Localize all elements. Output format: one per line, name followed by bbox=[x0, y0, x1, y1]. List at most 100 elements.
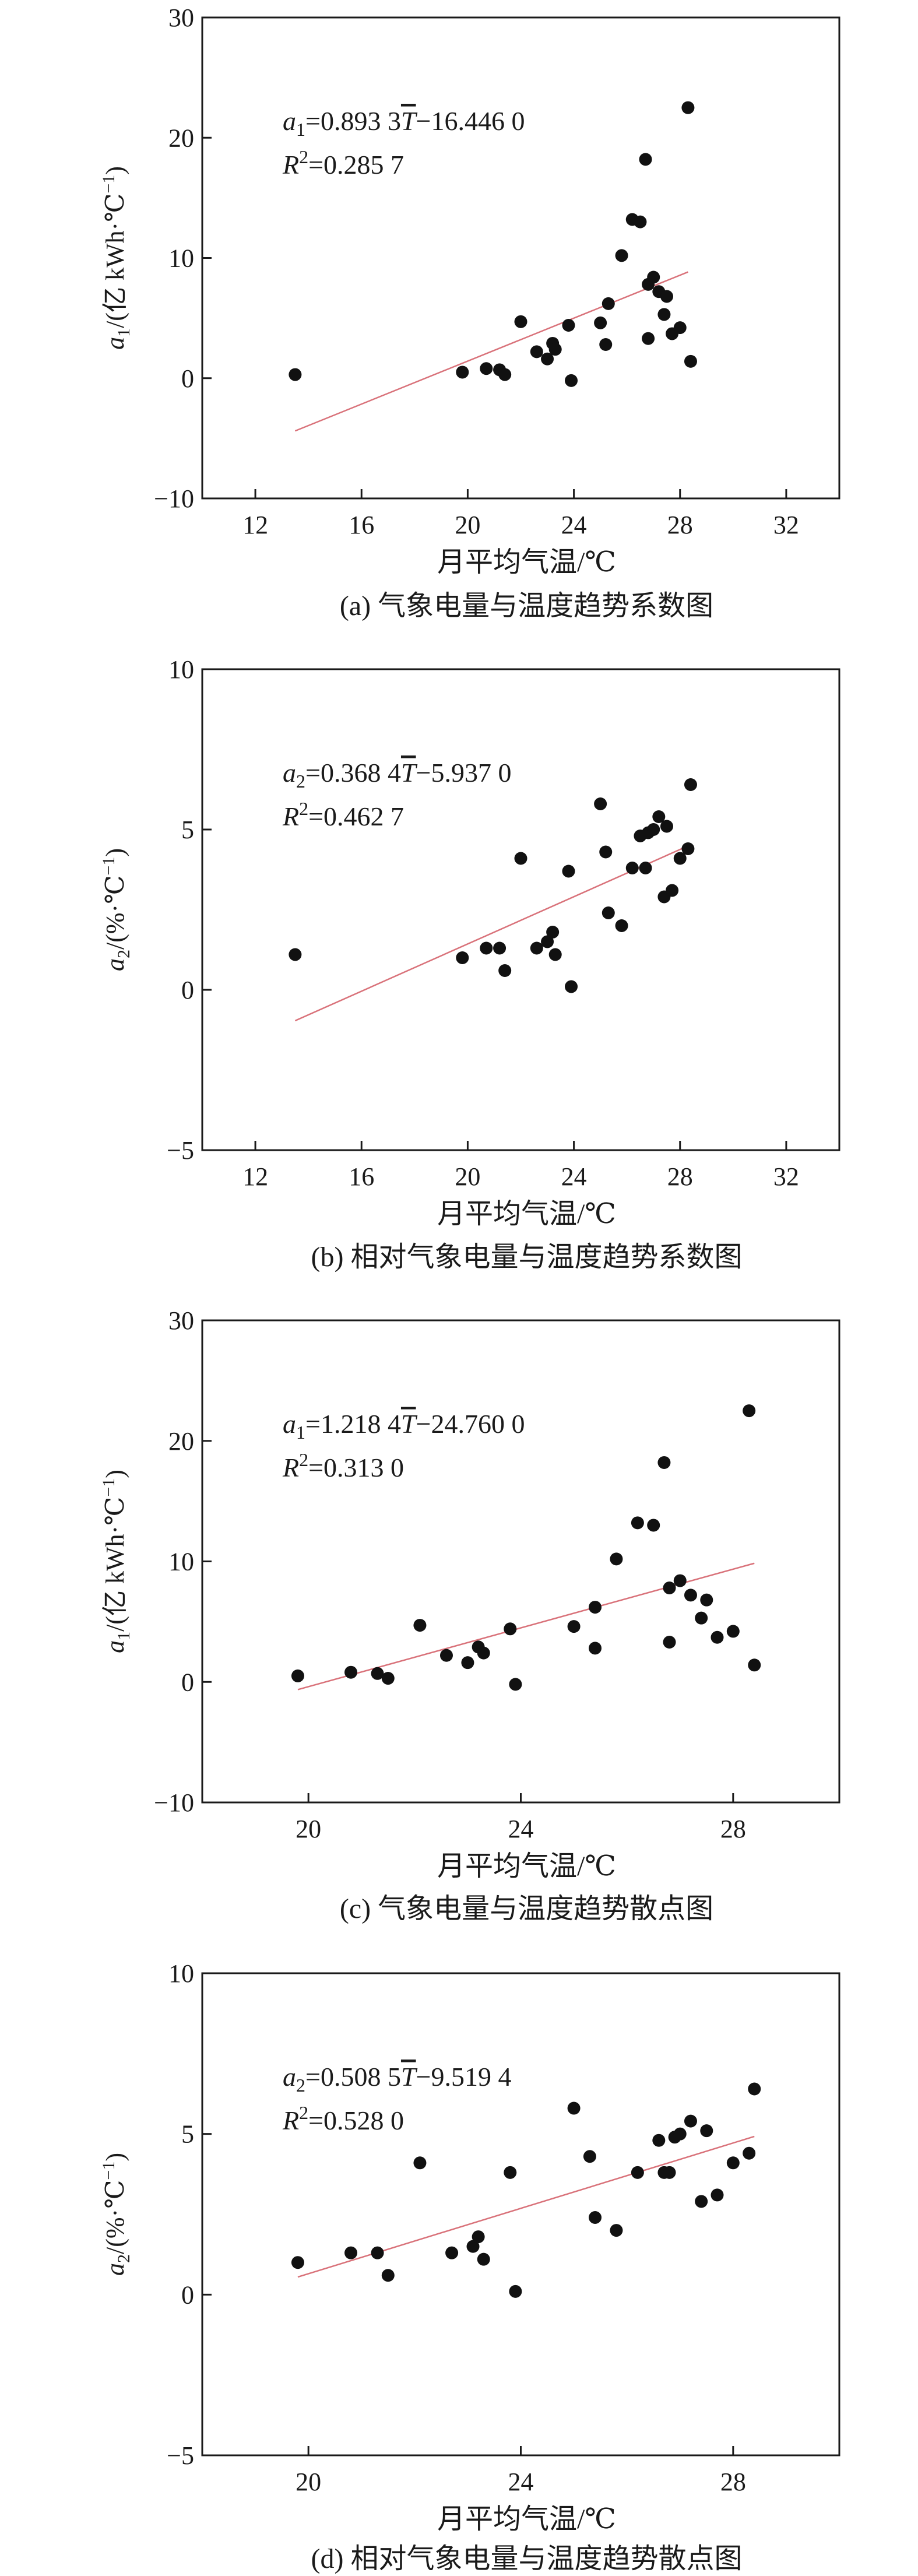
data-point bbox=[681, 101, 695, 114]
equation-label: a2=0.368 4T−5.937 0 bbox=[283, 758, 512, 792]
data-point bbox=[599, 845, 613, 859]
y-tick-label: −5 bbox=[167, 2441, 194, 2470]
x-tick-label: 32 bbox=[773, 511, 799, 539]
eq-sub: 1 bbox=[296, 119, 305, 140]
x-tick-label: 28 bbox=[667, 511, 693, 539]
eq-right: −9.519 4 bbox=[416, 2062, 512, 2092]
equation-label: a1=0.893 3T−16.446 0 bbox=[283, 106, 525, 140]
data-point bbox=[381, 2269, 395, 2282]
data-point bbox=[530, 345, 543, 359]
data-point bbox=[472, 2230, 485, 2244]
eq-tbar: T bbox=[401, 106, 418, 136]
data-point bbox=[673, 852, 687, 865]
ylabel-sup: −1 bbox=[99, 1478, 118, 1497]
r2-base: R bbox=[282, 802, 299, 831]
y-tick-label: 30 bbox=[168, 1306, 194, 1335]
data-point bbox=[480, 362, 493, 375]
data-point bbox=[480, 941, 493, 955]
eq-var: a bbox=[283, 2062, 296, 2092]
ylabel-rest: /(亿 kWh·℃ bbox=[101, 194, 129, 328]
figure-caption: (c) 气象电量与温度趋势散点图 bbox=[340, 1893, 713, 1924]
x-tick-label: 16 bbox=[349, 1162, 374, 1191]
eq-tbar: T bbox=[401, 1409, 418, 1439]
x-tick-label: 32 bbox=[773, 1162, 799, 1191]
data-point bbox=[681, 842, 695, 855]
data-point bbox=[289, 948, 302, 961]
x-axis-label: 月平均气温/℃ bbox=[437, 1199, 616, 1229]
eq-left: =1.218 4 bbox=[305, 1409, 401, 1439]
y-axis-label: a1/(亿 kWh·℃−1) bbox=[99, 1470, 133, 1653]
eq-var: a bbox=[283, 106, 296, 136]
data-point bbox=[663, 1636, 676, 1649]
data-point bbox=[625, 862, 639, 874]
y-tick-label: 0 bbox=[181, 976, 194, 1004]
data-point bbox=[413, 1619, 427, 1632]
data-point bbox=[748, 2082, 761, 2096]
r-squared-label: R2=0.285 7 bbox=[282, 146, 404, 180]
data-point bbox=[291, 2256, 304, 2269]
ylabel-sub: 1 bbox=[114, 328, 133, 337]
eq-left: =0.368 4 bbox=[305, 758, 401, 788]
data-point bbox=[466, 2240, 480, 2253]
y-tick-label: 5 bbox=[181, 2120, 194, 2149]
data-point bbox=[289, 368, 302, 381]
data-point bbox=[695, 2195, 708, 2208]
data-point bbox=[548, 343, 562, 356]
equation-label: a1=1.218 4T−24.760 0 bbox=[283, 1409, 525, 1443]
data-point bbox=[642, 332, 655, 345]
data-point bbox=[589, 2211, 602, 2224]
x-tick-label: 20 bbox=[296, 1815, 321, 1843]
data-point bbox=[583, 2150, 596, 2163]
y-tick-label: 20 bbox=[168, 124, 194, 152]
data-point bbox=[546, 926, 560, 939]
data-point bbox=[726, 2156, 740, 2170]
data-point bbox=[589, 1601, 602, 1614]
data-point bbox=[445, 2246, 459, 2259]
r2-rest: =0.285 7 bbox=[308, 150, 404, 180]
r-squared-label: R2=0.462 7 bbox=[282, 798, 404, 831]
data-point bbox=[548, 948, 562, 961]
y-tick-label: 10 bbox=[168, 655, 194, 684]
data-point bbox=[700, 2124, 713, 2138]
ylabel-tail: ) bbox=[101, 166, 129, 175]
data-point bbox=[565, 374, 578, 387]
r-squared-label: R2=0.528 0 bbox=[282, 2102, 404, 2135]
figure-caption: (b) 相对气象电量与温度趋势系数图 bbox=[311, 1242, 743, 1273]
data-point bbox=[514, 852, 527, 865]
data-point bbox=[634, 215, 647, 229]
ylabel-var: a bbox=[101, 1640, 129, 1653]
y-tick-label: 10 bbox=[168, 1959, 194, 1988]
data-point bbox=[562, 864, 575, 878]
x-tick-label: 28 bbox=[720, 1815, 746, 1843]
data-point bbox=[456, 366, 469, 379]
fit-line bbox=[294, 271, 688, 432]
x-tick-label: 24 bbox=[561, 1162, 587, 1191]
plot-frame bbox=[201, 1319, 840, 1804]
r2-sup: 2 bbox=[299, 798, 308, 819]
data-point bbox=[615, 919, 628, 932]
data-point bbox=[610, 1552, 623, 1566]
data-point bbox=[599, 338, 613, 351]
data-point bbox=[615, 249, 628, 262]
data-point bbox=[639, 862, 652, 874]
data-point bbox=[673, 2127, 687, 2141]
ylabel-tail: ) bbox=[101, 1470, 129, 1478]
data-point bbox=[684, 354, 697, 368]
x-tick-label: 20 bbox=[455, 1162, 480, 1191]
eq-var: a bbox=[283, 1409, 296, 1439]
eq-tbar: T bbox=[401, 2062, 418, 2092]
ylabel-sup: −1 bbox=[99, 175, 118, 194]
data-point bbox=[700, 1593, 713, 1607]
data-point bbox=[631, 1516, 644, 1530]
data-point bbox=[498, 368, 512, 381]
eq-sub: 1 bbox=[296, 1422, 305, 1443]
x-tick-label: 20 bbox=[296, 2468, 321, 2496]
data-point bbox=[541, 935, 554, 948]
data-point bbox=[371, 2246, 384, 2259]
data-point bbox=[695, 1611, 708, 1625]
x-tick-label: 24 bbox=[508, 2468, 534, 2496]
eq-sub: 2 bbox=[296, 771, 305, 792]
ylabel-var: a bbox=[101, 337, 129, 350]
